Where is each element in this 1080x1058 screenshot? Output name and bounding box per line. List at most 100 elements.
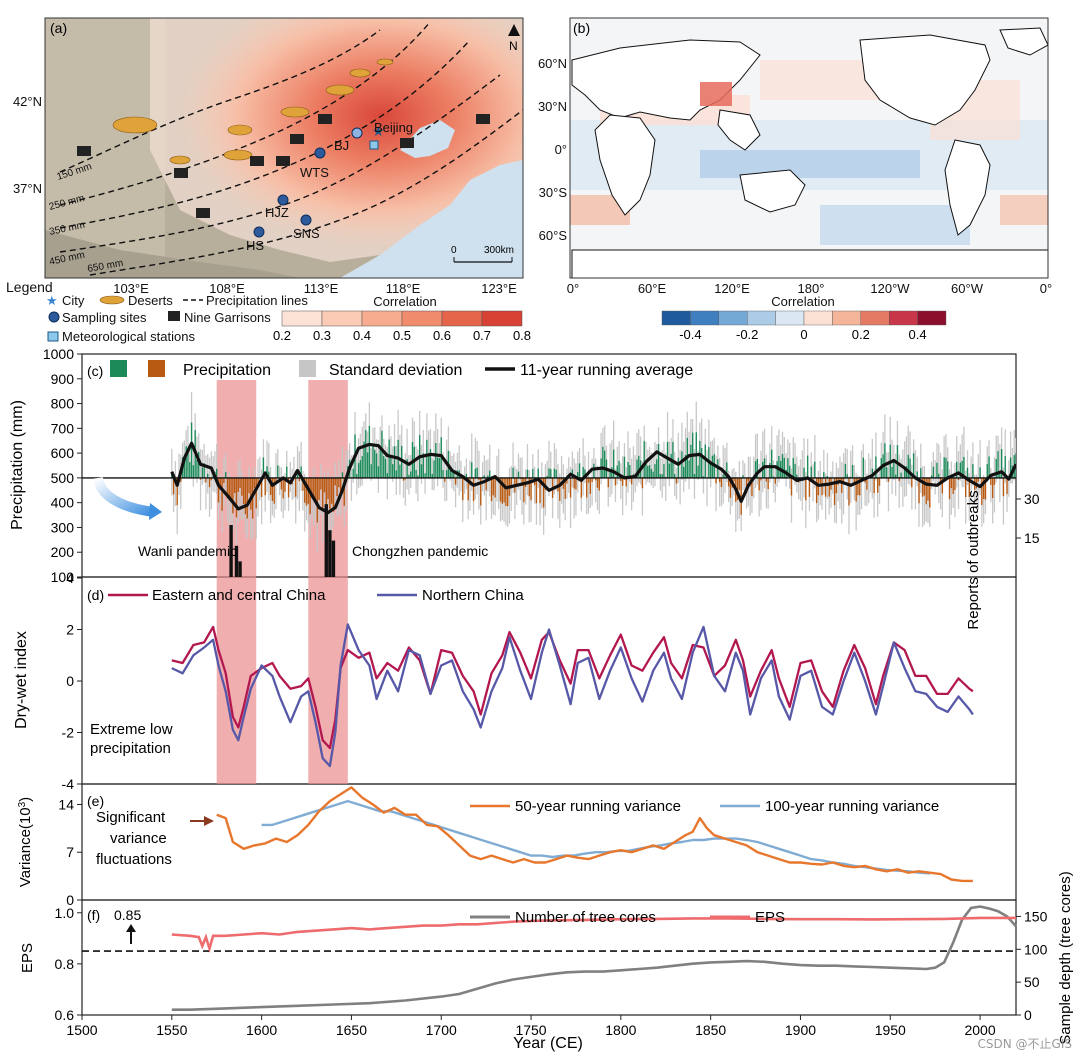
outbreak-bar xyxy=(238,561,242,577)
y-tick-label: 300 xyxy=(51,519,75,535)
lat-tick: 30°N xyxy=(538,99,567,114)
x-tick-label: 1700 xyxy=(426,1022,457,1038)
panel-f-chart xyxy=(82,905,1017,1011)
colorbar-tick: -0.4 xyxy=(679,327,701,342)
watermark: CSDN @不止GIS xyxy=(977,1037,1072,1051)
colorbar-tick: 0.2 xyxy=(852,327,870,342)
colorbar-title: Correlation xyxy=(771,294,835,309)
annotation-low-precip: precipitation xyxy=(90,740,171,757)
lat-tick: 60°S xyxy=(539,228,568,243)
colorbar-tick: 0 xyxy=(800,327,807,342)
colorbar-cell xyxy=(832,310,862,326)
place-label: BJ xyxy=(334,138,349,153)
legend-tree-cores: Number of tree cores xyxy=(515,909,656,926)
desert-icon xyxy=(99,295,125,305)
colorbar-cell xyxy=(860,310,890,326)
colorbar-cell xyxy=(481,310,523,327)
study-region-box xyxy=(700,82,732,106)
legend-item: Deserts xyxy=(128,293,173,308)
y-tick-label: 0.6 xyxy=(55,1007,75,1023)
annotation-chongzhen: Chongzhen pandemic xyxy=(352,543,488,559)
lon-tick: 120°W xyxy=(870,281,910,296)
lat-tick: 60°N xyxy=(538,56,567,71)
panel-d-axes: -4 -2 0 2 4 xyxy=(62,570,82,792)
y-tick-label: 14 xyxy=(58,796,74,812)
y-tick-label: 400 xyxy=(51,495,75,511)
legend-running-avg: 11-year running average xyxy=(520,362,693,379)
panel-label: (c) xyxy=(87,363,103,379)
panel-b-frame xyxy=(569,17,1049,279)
coastlines xyxy=(571,27,1048,278)
legend-item: Sampling sites xyxy=(62,310,147,325)
outbreak-bar xyxy=(234,545,239,577)
lon-tick: 118°E xyxy=(386,281,421,296)
colorbar-tick: 0.4 xyxy=(909,327,927,342)
lon-tick: 103°E xyxy=(113,281,149,296)
y-tick-label: 1000 xyxy=(43,346,74,362)
colorbar-cell xyxy=(889,310,918,326)
svg-text:0: 0 xyxy=(451,245,457,256)
colorbar-cell xyxy=(321,310,363,327)
colorbar-tick: 0.4 xyxy=(353,328,371,343)
legend-item: City xyxy=(62,293,85,308)
legend-50yr: 50-year running variance xyxy=(515,798,681,815)
colorbar-cell xyxy=(803,310,833,326)
x-tick-label: 1550 xyxy=(156,1022,187,1038)
annotation-variance: variance xyxy=(110,830,167,847)
panel-d-chart xyxy=(171,623,974,768)
scale-bar: 0 300km xyxy=(451,245,514,263)
highlight-band xyxy=(216,380,257,784)
y-tick-label: -2 xyxy=(62,725,75,741)
square-icon xyxy=(47,331,59,342)
lat-tick: 37°N xyxy=(13,181,42,196)
highlight-band xyxy=(308,380,348,784)
panel-label: (a) xyxy=(50,20,67,36)
legend: Legend ★ City Deserts Precipitation line… xyxy=(6,279,437,344)
x-tick-label: 2000 xyxy=(964,1022,995,1038)
lon-tick: 120°E xyxy=(714,281,750,296)
x-tick-label: 1650 xyxy=(336,1022,367,1038)
sea xyxy=(340,160,523,278)
panel-c-axes: 100 200 300 400 500 600 700 800 900 1000 15 30 xyxy=(43,346,1040,585)
colorbar-cell xyxy=(661,310,691,326)
colorbar-cell xyxy=(441,310,483,327)
panel-a-frame xyxy=(44,17,524,279)
place-label: HJZ xyxy=(265,205,289,220)
panel-label: (e) xyxy=(87,793,104,809)
blue-arrow-icon xyxy=(93,476,156,517)
colorbar-tick: -0.2 xyxy=(736,327,758,342)
arrowhead-icon xyxy=(126,924,136,932)
colorbar-cell xyxy=(281,310,323,327)
variance-100yr-line xyxy=(261,799,930,875)
star-icon: ★ xyxy=(46,293,58,308)
legend-100yr: 100-year running variance xyxy=(765,798,939,815)
y-tick-label: 600 xyxy=(51,445,75,461)
colorbar-a: 0.2 0.3 0.4 0.5 0.6 0.7 0.8 xyxy=(273,310,531,343)
panel-c-chart xyxy=(82,392,1016,577)
annotation-variance: Significant xyxy=(96,809,166,826)
panel-b-map xyxy=(570,18,1048,278)
beijing-star-icon: ★ xyxy=(372,123,385,139)
y-tick-label: 0.8 xyxy=(55,956,75,972)
meteorological-station xyxy=(369,140,379,150)
y-tick-label: 2 xyxy=(66,622,74,638)
y-tick-label: 900 xyxy=(51,371,75,387)
y-tick-label: -4 xyxy=(62,776,75,792)
y-tick-label: 1.0 xyxy=(55,905,75,921)
lon-tick: 0° xyxy=(1040,281,1052,296)
colorbar-tick: 0.6 xyxy=(433,328,451,343)
colorbar-tick: 0.5 xyxy=(393,328,411,343)
garrison-icon xyxy=(168,311,180,321)
place-label: Beijing xyxy=(374,120,413,135)
x-tick-label: 1900 xyxy=(785,1022,816,1038)
place-label: WTS xyxy=(300,165,329,180)
place-label: SNS xyxy=(293,226,320,241)
legend-eastern: Eastern and central China xyxy=(152,587,326,604)
colorbar-tick: 0.7 xyxy=(473,328,491,343)
annotation-low-precip: Extreme low xyxy=(90,721,173,738)
outbreak-bar xyxy=(331,540,336,577)
y-tick-label: 800 xyxy=(51,396,75,412)
colorbar-tick: 0.8 xyxy=(513,328,531,343)
running-average-line xyxy=(170,441,1016,515)
